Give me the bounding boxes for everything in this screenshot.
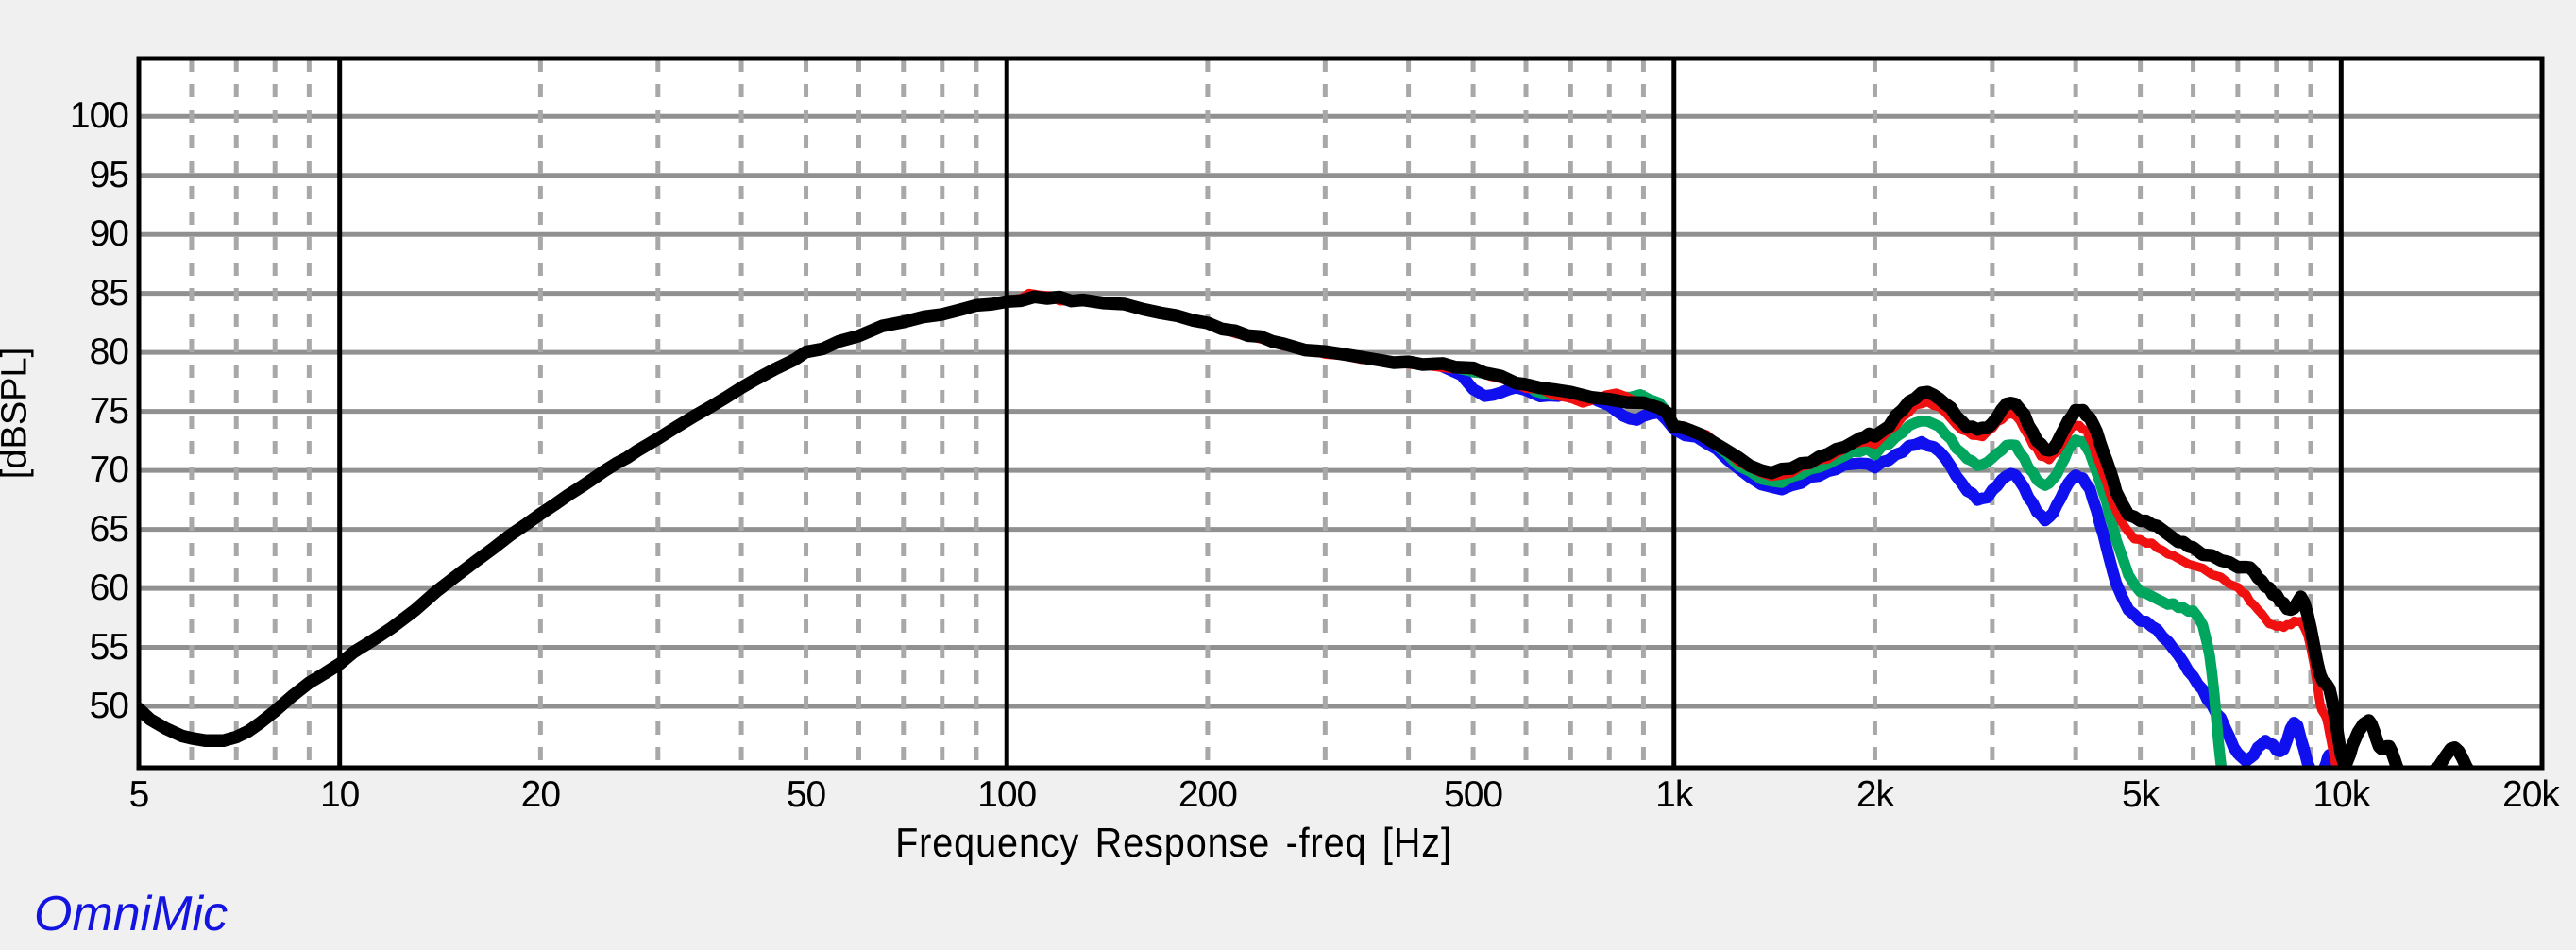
x-tick-label: 200 <box>1178 774 1238 815</box>
x-tick-label: 5k <box>2122 774 2160 815</box>
x-tick-label: 5 <box>128 774 150 815</box>
x-tick-label: 100 <box>977 774 1037 815</box>
y-tick-label: 100 <box>69 95 129 137</box>
plot-frame <box>136 56 2545 771</box>
x-tick-label: 20k <box>2502 774 2560 815</box>
y-tick-label: 95 <box>89 154 129 195</box>
response-curves <box>139 288 2475 768</box>
x-tick-label: 2k <box>1856 774 1894 815</box>
x-tick-label: 10k <box>2313 774 2370 815</box>
y-tick-label: 80 <box>89 331 129 373</box>
major-vertical-gridlines <box>337 59 2344 768</box>
y-tick-label: 55 <box>89 626 129 668</box>
y-tick-label: 90 <box>89 213 129 255</box>
y-axis-title: [dBSPL] <box>0 347 35 480</box>
x-tick-label: 500 <box>1444 774 1503 815</box>
watermark-omnimic: OmniMic <box>34 887 229 942</box>
x-tick-label: 10 <box>319 774 360 815</box>
y-tick-label: 75 <box>89 390 129 432</box>
x-tick-label: 50 <box>786 774 826 815</box>
x-axis-title: Frequency Response -freq [Hz] <box>895 820 1452 866</box>
x-tick-label: 1k <box>1655 774 1693 815</box>
y-tick-label: 65 <box>89 508 129 550</box>
y-tick-label: 70 <box>89 450 129 491</box>
y-tick-label: 50 <box>89 686 129 727</box>
y-tick-label: 60 <box>89 568 129 609</box>
curve-black <box>139 290 2475 768</box>
y-tick-label: 85 <box>89 272 129 314</box>
x-tick-label: 20 <box>520 774 561 815</box>
